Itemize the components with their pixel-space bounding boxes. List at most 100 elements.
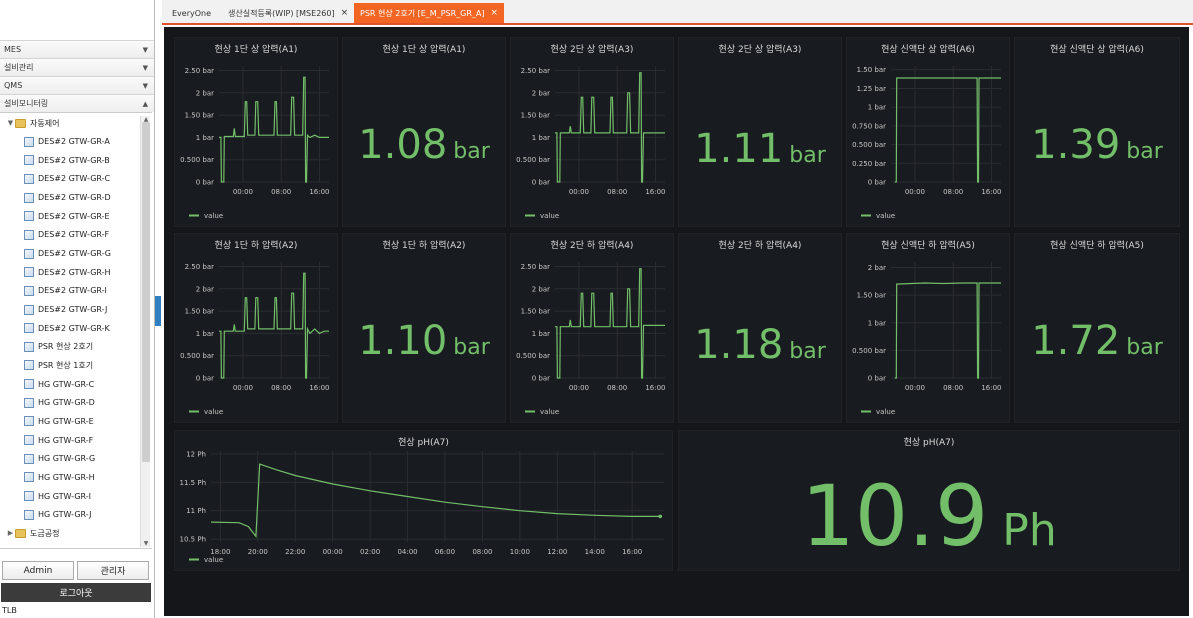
y-tick-label: 2 bar [868, 264, 886, 272]
y-tick-label: 1 bar [532, 330, 550, 338]
chart-file-icon [24, 379, 34, 390]
chart-file-icon [24, 397, 34, 408]
tree-item[interactable]: HG GTW-GR-C [24, 375, 94, 393]
chevron-down-icon: ▼ [142, 63, 148, 72]
tree-item[interactable]: DES#2 GTW-GR-C [24, 170, 110, 188]
x-tick-label: 16:00 [981, 188, 1001, 196]
x-tick-label: 22:00 [285, 548, 305, 556]
dashboard: 현상 1단 상 압력(A1) 0 bar 0.500 bar 1 bar 1.50 b… [164, 27, 1189, 616]
scroll-up-icon[interactable]: ▲ [143, 116, 149, 123]
y-tick-label: 0 bar [868, 179, 886, 187]
logout-button[interactable]: 로그아웃 [1, 583, 151, 602]
menu-mes[interactable]: MES ▼ [0, 40, 154, 58]
x-tick-label: 00:00 [905, 384, 925, 392]
tree-item[interactable]: HG GTW-GR-F [24, 431, 93, 449]
tree-item-label: PSR 현상 1호기 [38, 360, 94, 370]
admin-button[interactable]: Admin [2, 561, 74, 580]
tree-item[interactable]: DES#2 GTW-GR-F [24, 226, 109, 244]
menu-equipment[interactable]: 설비관리 ▼ [0, 58, 154, 76]
tree-item[interactable]: HG GTW-GR-H [24, 468, 95, 486]
tree-item[interactable]: HG GTW-GR-I [24, 487, 91, 505]
chart-file-icon [24, 509, 34, 520]
y-tick-label: 0.500 bar [852, 347, 886, 355]
menu-qms[interactable]: QMS ▼ [0, 76, 154, 94]
sidebar-splitter[interactable] [155, 296, 161, 326]
close-icon[interactable]: × [490, 8, 499, 18]
tree-item[interactable]: DES#2 GTW-GR-H [24, 263, 111, 281]
tree-item[interactable]: HG GTW-GR-D [24, 394, 95, 412]
graph-panel-a7[interactable]: 현상 pH(A7) 10.5 Ph 11 Ph 11.5 Ph 12 Ph 18:00 2… [174, 430, 673, 571]
tree-item[interactable]: DES#2 GTW-GR-I [24, 282, 107, 300]
tab-bar: EveryOne 생산실적등록(WIP) [MSE260] × PSR 현상 2호… [162, 0, 1193, 25]
tree-item[interactable]: DES#2 GTW-GR-K [24, 319, 110, 337]
tab-everyone[interactable]: EveryOne [166, 3, 218, 23]
tree-item[interactable]: PSR 현상 2호기 [24, 338, 93, 356]
stat-unit: bar [453, 335, 490, 360]
expand-right-icon[interactable]: ▶ [7, 529, 14, 538]
tree-item[interactable]: HG GTW-GR-J [24, 506, 91, 524]
stat-value: 1.18 bar [679, 322, 841, 368]
x-tick-label: 08:00 [607, 188, 627, 196]
y-tick-label: 0 bar [532, 375, 550, 383]
tree-item[interactable]: DES#2 GTW-GR-A [24, 133, 110, 151]
graph-panel-a3[interactable]: 현상 2단 상 압력(A3) 0 bar 0.500 bar 1 bar 1.50 b… [510, 37, 674, 227]
graph-panel-a2[interactable]: 현상 1단 하 압력(A2) 0 bar 0.500 bar 1 bar 1.50 b… [174, 233, 338, 423]
sidebar: MES ▼ 설비관리 ▼ QMS ▼ 설비모니터링 ▲ ▼ 자동제어 DES#2 GTW-G… [0, 0, 155, 618]
stat-panel-a7[interactable]: 현상 pH(A7) 10.9 Ph [678, 430, 1180, 571]
panel-title: 현상 1단 하 압력(A2) [382, 241, 466, 251]
chart-file-icon [24, 304, 34, 315]
tree-item[interactable]: DES#2 GTW-GR-G [24, 245, 111, 263]
tree-item[interactable]: HG GTW-GR-G [24, 450, 95, 468]
tree-item[interactable]: ▼ 자동제어 [6, 114, 59, 132]
tree-item[interactable]: DES#2 GTW-GR-D [24, 189, 111, 207]
manager-button[interactable]: 관리자 [77, 561, 149, 580]
chart-file-icon [24, 155, 34, 166]
expand-down-icon[interactable]: ▼ [7, 119, 14, 127]
tree-item[interactable]: HG GTW-GR-E [24, 412, 94, 430]
tree-scrollbar[interactable]: ▲ ▼ [140, 116, 150, 547]
stat-panel-a5[interactable]: 현상 신액단 하 압력(A5) 1.72 bar [1014, 233, 1180, 423]
graph-panel-a6[interactable]: 현상 신액단 상 압력(A6) 0 bar 0.250 bar 0.500 bar 0… [846, 37, 1010, 227]
scroll-thumb[interactable] [142, 122, 150, 462]
tree-item[interactable]: ▶ 도금공정 [6, 524, 59, 542]
legend-label: value [204, 556, 223, 564]
graph-panel-a5[interactable]: 현상 신액단 하 압력(A5) 0 bar 0.500 bar 1 bar 1.50 … [846, 233, 1010, 423]
tree-item-label: DES#2 GTW-GR-H [38, 267, 111, 277]
stat-number: 1.18 [694, 322, 784, 368]
stat-unit: bar [453, 139, 490, 164]
tab-wip[interactable]: 생산실적등록(WIP) [MSE260] × [222, 3, 355, 23]
stat-panel-a6[interactable]: 현상 신액단 상 압력(A6) 1.39 bar [1014, 37, 1180, 227]
menu-label: 설비관리 [4, 63, 34, 72]
x-tick-label: 16:00 [622, 548, 642, 556]
scroll-down-icon[interactable]: ▼ [143, 540, 149, 547]
tree-item[interactable]: DES#2 GTW-GR-E [24, 207, 110, 225]
tab-psr[interactable]: PSR 현상 2호기 [E_M_PSR_GR_A] × [354, 3, 505, 23]
folder-icon [15, 118, 26, 128]
close-icon[interactable]: × [340, 8, 349, 18]
stat-panel-a2[interactable]: 현상 1단 하 압력(A2) 1.10 bar [342, 233, 506, 423]
tree-item[interactable]: DES#2 GTW-GR-J [24, 301, 107, 319]
x-tick-label: 08:00 [607, 384, 627, 392]
y-tick-label: 12 Ph [186, 450, 206, 458]
graph-panel-a1[interactable]: 현상 1단 상 압력(A1) 0 bar 0.500 bar 1 bar 1.50 b… [174, 37, 338, 227]
panel-title: 현상 2단 상 압력(A3) [718, 45, 802, 55]
x-tick-label: 00:00 [323, 548, 343, 556]
y-tick-label: 2 bar [196, 285, 214, 293]
y-tick-label: 1 bar [532, 134, 550, 142]
stat-number: 10.9 [801, 467, 989, 565]
y-tick-label: 1 bar [868, 319, 886, 327]
menu-monitoring[interactable]: 설비모니터링 ▲ [0, 94, 154, 112]
y-tick-label: 10.5 Ph [180, 536, 206, 544]
y-tick-label: 0.750 bar [852, 122, 886, 130]
stat-panel-a4[interactable]: 현상 2단 하 압력(A4) 1.18 bar [678, 233, 842, 423]
stat-number: 1.72 [1031, 318, 1121, 364]
y-tick-label: 11.5 Ph [180, 479, 206, 487]
stat-panel-a1[interactable]: 현상 1단 상 압력(A1) 1.08 bar [342, 37, 506, 227]
x-tick-label: 18:00 [210, 548, 230, 556]
y-tick-label: 2 bar [532, 89, 550, 97]
tree-item[interactable]: PSR 현상 1호기 [24, 356, 93, 374]
stat-panel-a3[interactable]: 현상 2단 상 압력(A3) 1.11 bar [678, 37, 842, 227]
graph-panel-a4[interactable]: 현상 2단 하 압력(A4) 0 bar 0.500 bar 1 bar 1.50 b… [510, 233, 674, 423]
menu-label: MES [4, 45, 22, 54]
tree-item[interactable]: DES#2 GTW-GR-B [24, 151, 110, 169]
